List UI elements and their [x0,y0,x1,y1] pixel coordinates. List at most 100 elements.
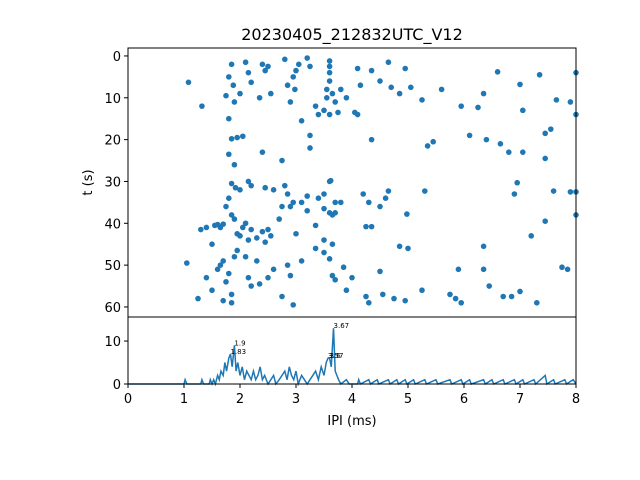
point [220,258,226,264]
point [230,82,237,89]
point [248,182,254,189]
point [349,274,355,281]
point [438,86,445,93]
point [480,243,487,250]
point [327,177,334,184]
point [284,191,291,197]
point [528,233,534,239]
point [198,226,204,233]
point [245,178,252,185]
x-tick-label: 1 [180,392,188,407]
point [368,136,375,143]
point [231,99,238,105]
point [366,299,372,306]
point [324,94,330,101]
point [259,228,266,235]
point [363,293,369,300]
point [458,103,465,109]
point [404,211,410,217]
point [452,295,459,302]
peak-annotation: 3.6 [330,352,342,360]
point [226,195,232,201]
point [332,276,339,283]
point [486,283,493,289]
point [232,184,239,191]
point [332,210,339,216]
point [304,193,311,199]
point [268,90,274,97]
point [226,270,232,277]
point [242,220,249,227]
point [536,71,543,78]
point [253,258,260,264]
point [209,287,215,294]
point [284,262,291,268]
point [242,59,249,66]
y-tick-label: 30 [104,175,121,190]
point [508,293,515,300]
point [279,203,285,210]
point [265,274,271,281]
point [377,268,383,275]
point [368,67,375,74]
point [368,223,375,230]
peak-annotation: 3.67 [334,322,350,330]
point [284,82,291,89]
point [329,241,336,248]
point [282,56,288,63]
axes-frame [127,316,577,385]
point [483,136,490,143]
y-tick-label: 10 [104,335,121,350]
point [209,241,215,248]
point [304,207,311,214]
point [245,69,252,76]
x-tick-label: 5 [404,392,412,407]
point [237,90,243,97]
point [326,69,333,76]
point [553,97,560,103]
point [517,81,523,88]
point [366,199,372,206]
point [220,221,226,227]
point [548,126,554,132]
point [298,117,305,124]
point [237,233,243,239]
point [268,233,274,239]
point [293,67,299,74]
point [517,288,523,295]
point [506,149,512,155]
point [293,230,299,237]
point [382,195,389,201]
point [256,281,263,287]
point [396,90,403,97]
point [262,67,269,74]
x-tick-label: 8 [572,392,580,407]
point [242,253,249,260]
point [248,283,254,289]
point [321,107,327,114]
point [321,205,327,212]
point [343,94,350,101]
y-tick-label: 20 [104,134,121,149]
y-tick-label: 0 [113,378,121,393]
point [220,297,226,304]
point [248,226,254,233]
y-axis-label: t (s) [81,169,96,195]
y-tick-label: 50 [104,259,121,274]
point [296,61,302,68]
point [466,132,473,139]
point [184,260,190,266]
point [223,92,229,99]
point [520,149,526,155]
point [455,266,462,273]
point [228,61,235,68]
point [185,79,192,86]
point [259,61,266,68]
point [228,135,235,142]
point [514,179,520,186]
point [237,187,243,193]
point [343,287,350,294]
point [480,90,487,97]
point [304,55,311,61]
